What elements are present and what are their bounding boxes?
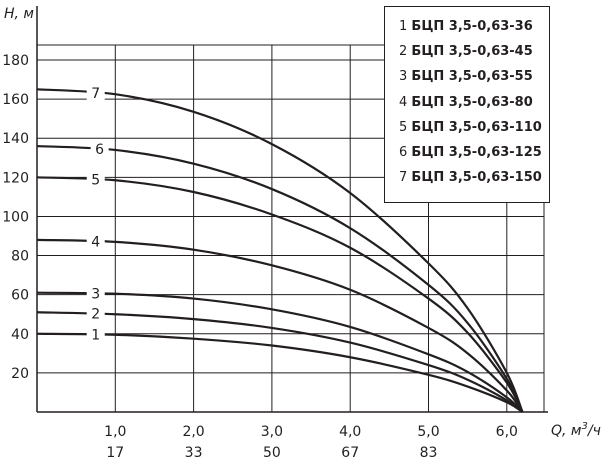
legend-item-number: 4 bbox=[399, 94, 412, 110]
x-tick-label: 4,0 bbox=[339, 424, 361, 440]
x-tick-label: 3,0 bbox=[261, 424, 283, 440]
series-label-bg bbox=[90, 141, 109, 158]
x-tick-label: 2,0 bbox=[182, 424, 204, 440]
x-tick-label-secondary: 83 bbox=[420, 445, 438, 461]
x-tick-label-secondary: 50 bbox=[263, 445, 281, 461]
series-label-3: 3 bbox=[91, 286, 100, 302]
series-label-2: 2 bbox=[91, 307, 100, 323]
y-tick-label: 120 bbox=[2, 170, 29, 186]
x-axis-label-main: Q, м bbox=[551, 423, 582, 439]
series-line-3 bbox=[36, 291, 524, 413]
y-tick-label: 80 bbox=[11, 249, 29, 265]
legend-item-label: БЦП 3,5-0,63-45 bbox=[411, 44, 533, 60]
legend-item-label: БЦП 3,5-0,63-125 bbox=[411, 145, 542, 161]
series-line-1 bbox=[36, 332, 524, 413]
series-label-bg bbox=[86, 305, 105, 322]
series-label-bg bbox=[86, 326, 105, 343]
x-axis-label-sup: 3 bbox=[581, 421, 587, 432]
legend-item: 2 БЦП 3,5-0,63-45 bbox=[399, 39, 549, 64]
series-line-2 bbox=[36, 311, 524, 413]
series-label-bg bbox=[86, 171, 105, 188]
x-tick-labels: 1,0 17 2,0 33 3,0 50 4,0 67 5,0 83 6,0 bbox=[104, 424, 518, 461]
x-tick-label: 6,0 bbox=[496, 424, 518, 440]
x-tick-label: 5,0 bbox=[417, 424, 439, 440]
legend-item-number: 5 bbox=[399, 119, 412, 135]
series-label-1: 1 bbox=[91, 328, 100, 344]
y-tick-label: 20 bbox=[11, 366, 29, 382]
y-tick-labels: 20 40 60 80 100 120 140 160 180 bbox=[2, 53, 29, 382]
legend-item-label: БЦП 3,5-0,63-110 bbox=[411, 119, 542, 135]
series-line-5 bbox=[36, 176, 524, 413]
series-label-7: 7 bbox=[91, 86, 100, 102]
legend-item: 3 БЦП 3,5-0,63-55 bbox=[399, 64, 549, 89]
y-tick-label: 140 bbox=[2, 131, 29, 147]
y-tick-label: 160 bbox=[2, 92, 29, 108]
y-tick-label: 100 bbox=[2, 209, 29, 225]
legend-item-number: 2 bbox=[399, 44, 412, 60]
x-axis-label-tail: /ч bbox=[586, 423, 601, 439]
legend-item: 1 БЦП 3,5-0,63-36 bbox=[399, 14, 549, 39]
series-label-6: 6 bbox=[95, 142, 104, 158]
series-line-7 bbox=[36, 88, 524, 413]
legend-item: 4 БЦП 3,5-0,63-80 bbox=[399, 90, 549, 115]
legend-item: 6 БЦП 3,5-0,63-125 bbox=[399, 140, 549, 165]
legend-item-label: БЦП 3,5-0,63-36 bbox=[411, 19, 533, 34]
legend-item-label: БЦП 3,5-0,63-150 bbox=[411, 170, 542, 186]
series-line-4 bbox=[36, 238, 524, 413]
y-axis-label: H, м bbox=[4, 6, 34, 22]
series-label-bg bbox=[86, 85, 105, 101]
legend-item-number: 7 bbox=[399, 170, 412, 186]
legend-item-number: 1 bbox=[399, 19, 412, 34]
x-tick-label-secondary: 67 bbox=[341, 445, 359, 461]
y-tick-label: 60 bbox=[11, 288, 29, 304]
x-tick-label: 1,0 bbox=[104, 424, 126, 440]
legend-item-number: 3 bbox=[399, 69, 412, 85]
series-line-6 bbox=[36, 144, 524, 413]
x-tick-label-secondary: 17 bbox=[106, 445, 124, 461]
chart-legend: 1 БЦП 3,5-0,63-36 2 БЦП 3,5-0,63-45 3 БЦП … bbox=[384, 6, 550, 203]
x-tick-label-secondary: 33 bbox=[185, 445, 203, 461]
series-label-bg bbox=[86, 233, 105, 250]
series-label-5: 5 bbox=[91, 173, 100, 189]
y-tick-label: 40 bbox=[11, 327, 29, 343]
series-label-4: 4 bbox=[91, 234, 100, 250]
legend-item-number: 6 bbox=[399, 145, 412, 161]
x-axis-label: Q, м3/ч bbox=[551, 421, 601, 439]
legend-item-label: БЦП 3,5-0,63-80 bbox=[411, 94, 533, 110]
chart-series bbox=[36, 88, 524, 413]
series-labels: 1 2 3 4 5 6 7 bbox=[86, 85, 109, 344]
legend-item: 5 БЦП 3,5-0,63-110 bbox=[399, 115, 549, 140]
series-label-bg bbox=[86, 285, 105, 302]
y-tick-label: 180 bbox=[2, 53, 29, 69]
legend-item: 7 БЦП 3,5-0,63-150 bbox=[399, 165, 549, 190]
chart-axes bbox=[36, 6, 548, 413]
legend-item-label: БЦП 3,5-0,63-55 bbox=[411, 69, 533, 85]
